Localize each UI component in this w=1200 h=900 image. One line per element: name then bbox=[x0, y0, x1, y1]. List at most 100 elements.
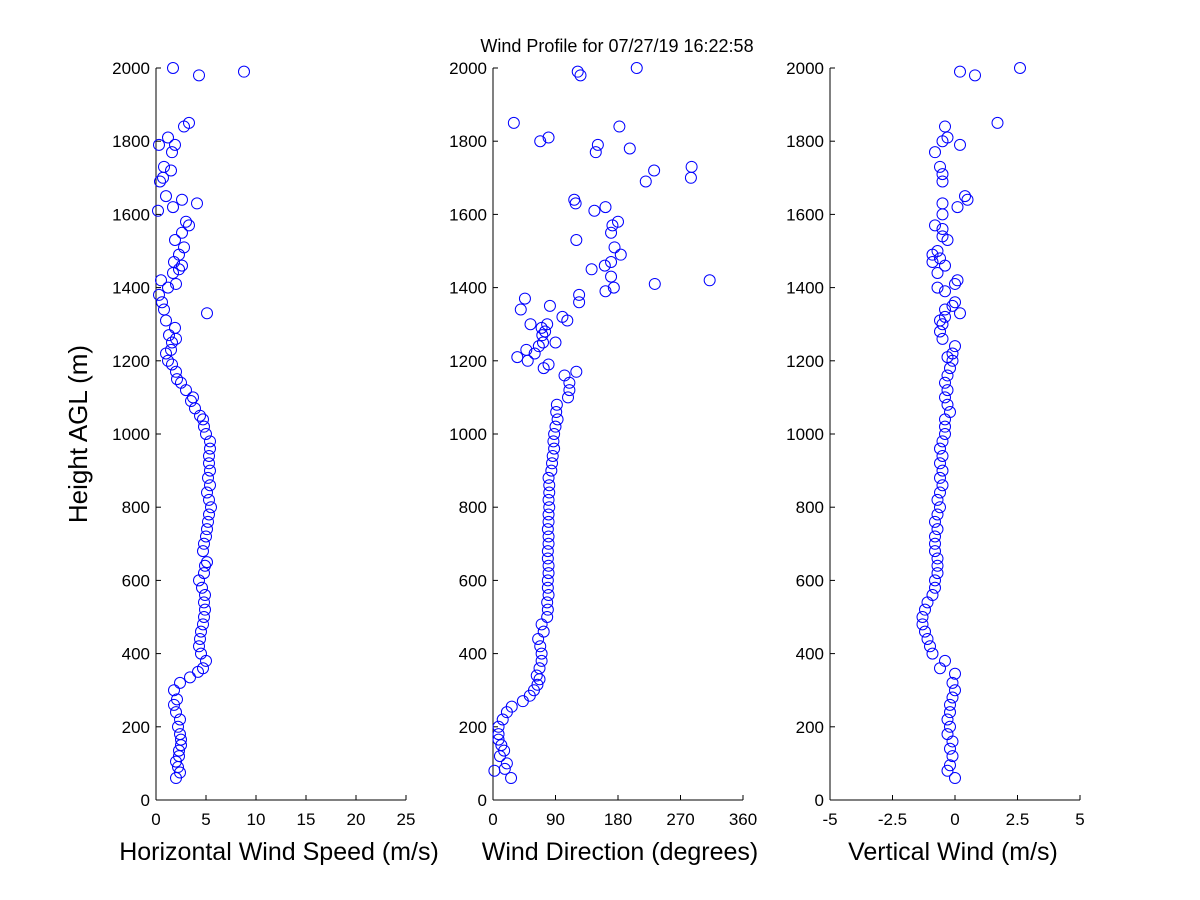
data-point bbox=[171, 693, 183, 706]
data-point bbox=[969, 69, 981, 82]
data-point bbox=[542, 537, 555, 550]
data-point bbox=[539, 325, 552, 338]
data-point bbox=[946, 347, 959, 360]
x-tick-label: 5 bbox=[1075, 810, 1084, 829]
data-point bbox=[169, 321, 181, 334]
data-point bbox=[199, 603, 211, 616]
data-point bbox=[934, 486, 946, 499]
data-point bbox=[198, 567, 210, 580]
data-point bbox=[542, 589, 555, 602]
data-point bbox=[949, 296, 961, 309]
data-point bbox=[533, 662, 546, 675]
data-point bbox=[944, 362, 956, 375]
data-point bbox=[941, 728, 954, 741]
data-point bbox=[931, 559, 944, 572]
data-point bbox=[648, 277, 661, 290]
x-tick-label: 10 bbox=[247, 810, 266, 829]
data-point bbox=[541, 545, 554, 558]
data-point bbox=[175, 376, 187, 389]
data-point bbox=[163, 329, 175, 342]
data-point bbox=[158, 160, 170, 173]
data-point bbox=[203, 449, 215, 462]
data-point bbox=[941, 398, 954, 411]
data-point bbox=[542, 508, 555, 521]
data-point bbox=[197, 662, 209, 675]
data-point bbox=[197, 545, 209, 558]
y-tick-label: 400 bbox=[122, 645, 150, 664]
data-point bbox=[929, 515, 941, 528]
data-point bbox=[926, 647, 939, 660]
y-tick-label: 0 bbox=[141, 791, 150, 810]
data-point bbox=[934, 325, 946, 338]
data-point bbox=[173, 263, 185, 276]
data-point bbox=[542, 358, 555, 371]
data-point bbox=[492, 720, 505, 733]
data-point bbox=[931, 552, 944, 565]
data-point bbox=[929, 574, 941, 587]
data-point bbox=[607, 281, 620, 294]
data-point bbox=[542, 559, 555, 572]
data-point bbox=[934, 442, 946, 455]
data-point bbox=[162, 131, 174, 144]
x-tick-label: 5 bbox=[201, 810, 210, 829]
data-point bbox=[176, 226, 188, 239]
data-point bbox=[585, 263, 598, 276]
data-point bbox=[954, 65, 966, 78]
data-point bbox=[541, 603, 554, 616]
data-point bbox=[187, 391, 199, 404]
data-point bbox=[929, 530, 941, 543]
data-point bbox=[203, 457, 215, 470]
data-point bbox=[939, 310, 951, 323]
data-point bbox=[946, 691, 959, 704]
data-point bbox=[931, 567, 944, 580]
y-tick-label: 800 bbox=[122, 498, 150, 517]
data-point bbox=[944, 742, 956, 755]
data-point bbox=[168, 684, 180, 697]
data-point bbox=[193, 574, 205, 587]
data-point bbox=[941, 131, 954, 144]
data-point bbox=[204, 464, 216, 477]
x-tick-label: 0 bbox=[151, 810, 160, 829]
data-point bbox=[204, 435, 216, 448]
data-point bbox=[152, 204, 164, 217]
data-point bbox=[542, 567, 555, 580]
data-point bbox=[204, 442, 216, 455]
data-point bbox=[571, 65, 584, 78]
data-point bbox=[931, 281, 944, 294]
data-point bbox=[936, 318, 949, 331]
y-tick-label: 600 bbox=[122, 571, 150, 590]
data-point bbox=[201, 523, 213, 536]
data-point bbox=[934, 471, 946, 484]
data-point bbox=[171, 373, 183, 386]
data-point bbox=[561, 314, 574, 327]
x-tick-label: 90 bbox=[546, 810, 565, 829]
data-point bbox=[546, 449, 559, 462]
data-point bbox=[532, 632, 545, 645]
data-point bbox=[939, 654, 951, 667]
data-point bbox=[174, 713, 186, 726]
y-tick-label: 400 bbox=[796, 645, 824, 664]
data-point bbox=[573, 296, 586, 309]
data-point bbox=[936, 208, 949, 221]
data-point bbox=[166, 358, 178, 371]
y-tick-label: 1800 bbox=[786, 132, 824, 151]
data-point bbox=[548, 428, 561, 440]
data-point bbox=[174, 676, 186, 689]
data-point bbox=[197, 618, 209, 631]
data-point bbox=[946, 750, 959, 763]
data-point bbox=[153, 288, 165, 301]
data-point bbox=[929, 537, 941, 550]
data-point bbox=[608, 241, 621, 254]
data-point bbox=[202, 515, 214, 528]
data-point bbox=[153, 138, 165, 151]
data-point bbox=[949, 340, 961, 353]
data-point bbox=[200, 530, 212, 543]
data-point bbox=[199, 589, 211, 602]
x-tick-label: 15 bbox=[297, 810, 316, 829]
y-tick-label: 1400 bbox=[786, 279, 824, 298]
data-point bbox=[1014, 62, 1026, 74]
data-point bbox=[941, 764, 954, 777]
data-point bbox=[534, 640, 547, 653]
data-point bbox=[535, 654, 548, 667]
data-point bbox=[951, 201, 964, 214]
